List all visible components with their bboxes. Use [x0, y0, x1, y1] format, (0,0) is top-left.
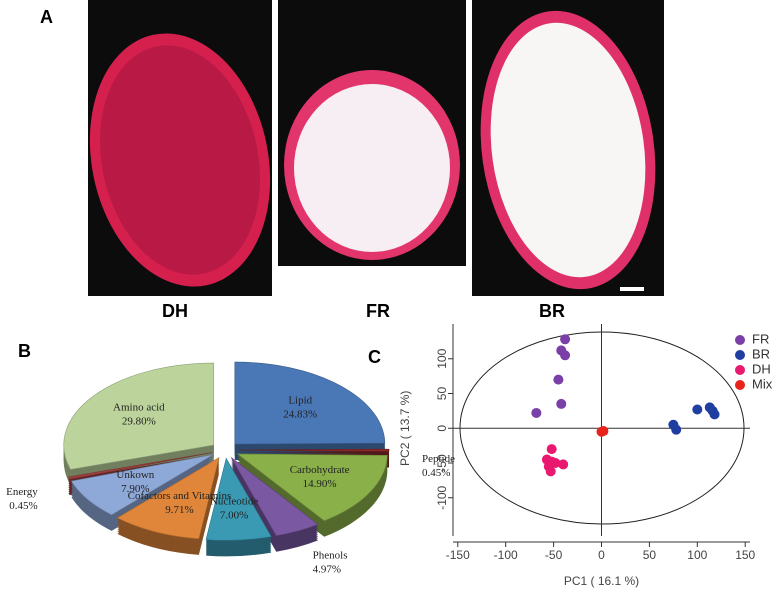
slice-label: Carbohydrate	[290, 464, 350, 476]
scale-bar	[620, 287, 644, 291]
point	[560, 334, 571, 345]
point	[550, 458, 561, 469]
slice-label: Energy	[6, 486, 38, 498]
slice-label: Nucleotide	[210, 496, 258, 508]
legend-label: FR	[752, 331, 769, 346]
slice-label: Phenols	[313, 550, 348, 562]
point	[558, 459, 569, 470]
slice-value-label: 24.83%	[283, 408, 317, 420]
x-tick-label: -150	[446, 548, 470, 562]
slice-value-label: 7.00%	[220, 510, 248, 522]
photo-label: BR	[539, 301, 565, 321]
point	[598, 426, 609, 437]
x-tick-label: 100	[687, 548, 707, 562]
slice-value-label: 7.90%	[121, 483, 149, 495]
slice-value-label: 0.45%	[9, 500, 37, 512]
panel-label: B	[18, 341, 31, 361]
x-tick-label: -100	[494, 548, 518, 562]
pie-slice	[236, 453, 388, 522]
legend-marker	[735, 365, 745, 375]
photos	[88, 0, 664, 296]
pie-slice	[116, 456, 220, 540]
x-axis-label: PC1 ( 16.1 %)	[564, 574, 639, 588]
point	[709, 409, 720, 420]
pie-slice	[63, 362, 215, 470]
slice-label: Cofactors and Vitamins	[128, 490, 232, 502]
slice-label: Lipid	[288, 394, 312, 406]
point	[671, 424, 682, 435]
legend-label: Mix	[752, 376, 773, 391]
pie-slice	[205, 457, 272, 541]
pie-slice	[67, 452, 212, 480]
pie-slice-side	[68, 454, 212, 482]
legend-marker	[735, 335, 745, 345]
y-tick-label: -50	[435, 454, 449, 472]
panel-label: A	[40, 7, 53, 27]
point	[556, 398, 567, 409]
legend-label: DH	[752, 361, 771, 376]
x-tick-label: 50	[643, 548, 657, 562]
pie-slice	[238, 448, 390, 452]
slice-value-label: 9.71%	[165, 504, 193, 516]
point	[692, 404, 703, 415]
slice-label: Peptide	[422, 453, 455, 465]
y-tick-label: -100	[435, 485, 449, 509]
slice-value-label: 0.45%	[422, 467, 450, 479]
fruit-flesh	[294, 84, 450, 252]
legend-label: BR	[752, 346, 770, 361]
slice-label: Unkown	[116, 469, 154, 481]
slice-label: Amino acid	[113, 401, 165, 413]
fruit-flesh	[490, 22, 646, 278]
point	[560, 350, 571, 361]
slice-value-label: 14.90%	[303, 478, 337, 490]
x-tick-label: 0	[598, 548, 605, 562]
y-tick-label: 50	[435, 387, 449, 401]
photo-label: FR	[366, 301, 390, 321]
point	[553, 374, 564, 385]
x-tick-label: 150	[735, 548, 755, 562]
pie-slice	[70, 454, 214, 516]
legend-marker	[735, 380, 745, 390]
pie-slice	[234, 361, 386, 445]
slice-value-label: 29.80%	[122, 415, 156, 427]
panel-label: C	[368, 347, 381, 367]
slice-value-label: 4.97%	[313, 564, 341, 576]
y-tick-label: 0	[435, 425, 449, 432]
y-tick-label: 100	[435, 348, 449, 368]
point	[531, 407, 542, 418]
legend-marker	[735, 350, 745, 360]
photo-label: DH	[162, 301, 188, 321]
point	[545, 466, 556, 477]
fruit-flesh	[99, 45, 261, 275]
pie-slice-side	[238, 451, 389, 454]
point	[546, 444, 557, 455]
y-axis-label: PC2 ( 13.7 %)	[398, 391, 412, 466]
pie-slice	[230, 457, 319, 537]
x-tick-label: -50	[545, 548, 563, 562]
